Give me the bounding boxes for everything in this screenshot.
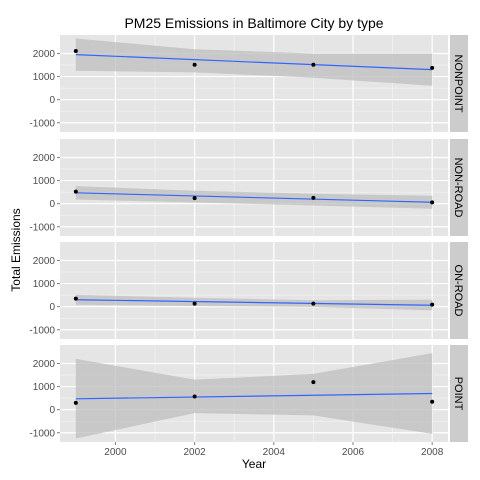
- x-tick-label: 2002: [183, 447, 206, 458]
- data-point: [74, 297, 78, 301]
- data-point: [311, 380, 315, 384]
- y-tick-label: 0: [49, 199, 55, 210]
- data-point: [193, 302, 197, 306]
- y-tick-label: -1000: [29, 428, 55, 439]
- y-tick-label: -1000: [29, 222, 55, 233]
- data-point: [193, 63, 197, 67]
- y-tick-label: -1000: [29, 325, 55, 336]
- x-tick-label: 2008: [421, 447, 444, 458]
- y-tick-label: -1000: [29, 118, 55, 129]
- y-tick-label: 2000: [33, 153, 56, 164]
- y-tick-label: 0: [49, 95, 55, 106]
- data-point: [430, 66, 434, 70]
- data-point: [193, 395, 197, 399]
- x-tick-label: 2006: [342, 447, 365, 458]
- y-tick-label: 2000: [33, 256, 56, 267]
- chart-title: PM25 Emissions in Baltimore City by type: [124, 15, 383, 31]
- y-axis-title: Total Emissions: [9, 208, 23, 291]
- facet-panel-non-road: -1000 0 1000 2000 NON-ROAD: [29, 139, 468, 236]
- x-tick-label: 2000: [104, 447, 127, 458]
- data-point: [74, 190, 78, 194]
- y-tick-label: 1000: [33, 382, 56, 393]
- data-point: [311, 302, 315, 306]
- facet-panel-on-road: -1000 0 1000 2000 ON-ROAD: [29, 242, 468, 339]
- panel-background: [60, 139, 448, 236]
- data-point: [430, 303, 434, 307]
- y-tick-label: 1000: [33, 279, 56, 290]
- y-tick-label: 1000: [33, 72, 56, 83]
- x-axis-title: Year: [242, 457, 266, 471]
- facet-strip-label: NON-ROAD: [452, 158, 464, 218]
- data-point: [74, 401, 78, 405]
- data-point: [311, 196, 315, 200]
- data-point: [430, 200, 434, 204]
- x-tick-label: 2004: [263, 447, 286, 458]
- panels-layer: -1000 0 1000 2000 NONPOINT -1000 0 1000 2000 NON-…: [29, 35, 468, 458]
- data-point: [193, 196, 197, 200]
- data-point: [311, 63, 315, 67]
- y-tick-label: 1000: [33, 176, 56, 187]
- y-tick-label: 0: [49, 302, 55, 313]
- facet-strip-label: NONPOINT: [452, 54, 464, 112]
- facet-panel-nonpoint: -1000 0 1000 2000 NONPOINT: [29, 35, 468, 132]
- facet-panel-point: -1000 0 1000 2000 POINT: [29, 345, 468, 442]
- data-point: [430, 400, 434, 404]
- y-tick-label: 0: [49, 405, 55, 416]
- facet-strip-label: ON-ROAD: [452, 265, 464, 317]
- facet-strip-label: POINT: [452, 377, 464, 411]
- data-point: [74, 49, 78, 53]
- y-tick-label: 2000: [33, 359, 56, 370]
- panel-background: [60, 242, 448, 339]
- y-tick-label: 2000: [33, 49, 56, 60]
